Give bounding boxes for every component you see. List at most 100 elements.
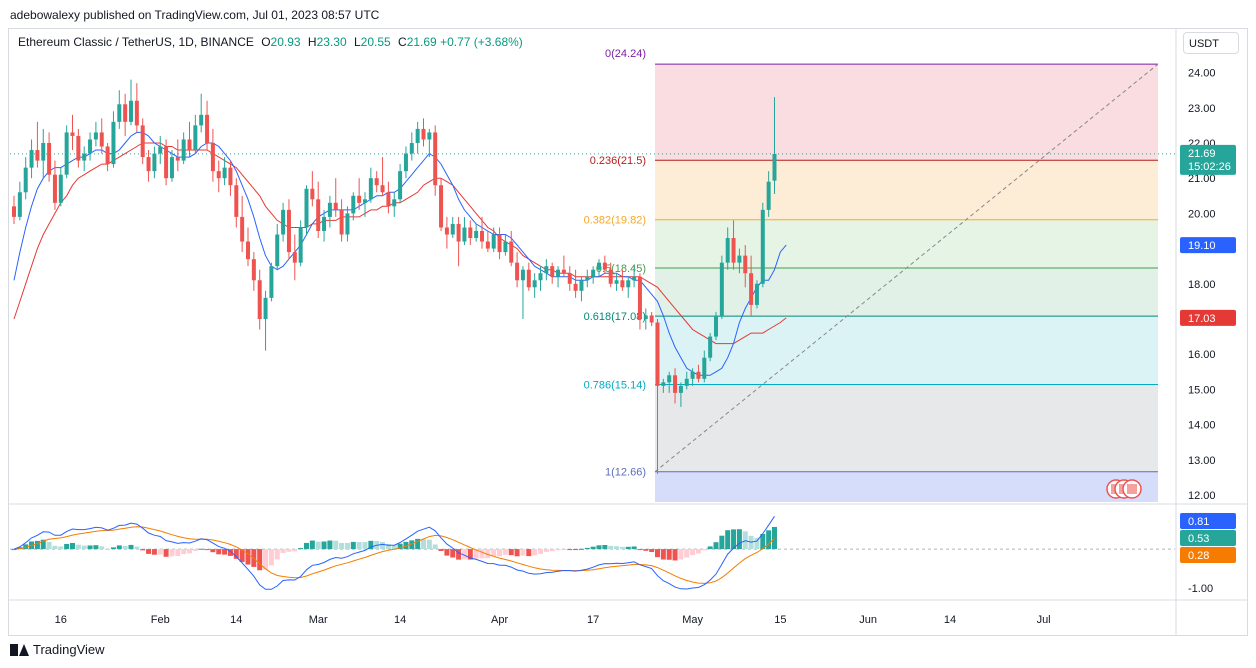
macd-histogram-bar	[596, 545, 602, 550]
candle-body	[678, 385, 683, 393]
candle-body	[485, 241, 490, 249]
candle-body	[263, 297, 268, 319]
fib-zone-4	[655, 316, 1158, 385]
candle-body	[661, 382, 666, 386]
time-tick-label: 16	[55, 614, 67, 626]
candle-body	[146, 157, 151, 172]
candle-body	[538, 273, 543, 281]
macd-histogram-bar	[239, 549, 245, 562]
candle-body	[164, 146, 169, 179]
candle-body	[620, 280, 625, 288]
candle-body	[573, 283, 578, 291]
candle-body	[140, 125, 145, 158]
candle-body	[304, 188, 309, 228]
price-tick-label: 23.00	[1188, 103, 1216, 115]
candle-body	[456, 223, 461, 242]
candle-body	[316, 199, 321, 231]
candle-body	[111, 121, 116, 165]
macd-signal-value-label: 0.28	[1188, 550, 1209, 562]
time-tick-label: Apr	[491, 614, 508, 626]
macd-histogram-bar	[23, 544, 29, 550]
macd-histogram-bar	[128, 544, 134, 550]
macd-histogram-bar	[584, 547, 590, 550]
candle-body	[76, 135, 81, 161]
macd-histogram-bar	[561, 549, 567, 551]
candle-body	[386, 192, 391, 207]
high-label: H	[307, 35, 317, 49]
macd-histogram-bar	[485, 549, 491, 559]
candle-body	[292, 252, 297, 263]
macd-histogram-bar	[233, 549, 239, 559]
candle-body	[409, 142, 414, 154]
candle-body	[123, 104, 128, 122]
candle-body	[673, 375, 678, 393]
macd-histogram-bar	[426, 539, 432, 550]
macd-histogram-bar	[339, 542, 345, 550]
open-label: O	[261, 35, 271, 49]
fib-zone-5	[655, 384, 1158, 472]
macd-histogram-bar	[684, 549, 690, 558]
price-tick-label: 13.00	[1188, 455, 1216, 467]
candle-body	[450, 223, 455, 235]
macd-histogram-bar	[327, 540, 333, 550]
candle-body	[696, 371, 701, 379]
candle-body	[591, 269, 596, 277]
candle-body	[649, 315, 654, 323]
candle-body	[444, 227, 449, 235]
candle-body	[23, 167, 28, 193]
macd-histogram-bar	[473, 549, 479, 559]
macd-histogram-bar	[772, 526, 777, 550]
candle-body	[532, 280, 537, 288]
macd-histogram-bar	[754, 537, 760, 550]
macd-tick-label: -1.00	[1188, 583, 1213, 595]
macd-histogram-bar	[736, 529, 742, 550]
candle-body	[222, 167, 227, 179]
candle-body	[70, 132, 75, 136]
macd-histogram-bar	[257, 549, 263, 571]
fib-trend-line	[654, 63, 1159, 473]
macd-histogram-bar	[742, 531, 748, 550]
macd-histogram-bar	[467, 549, 473, 560]
macd-histogram-bar	[543, 549, 549, 552]
macd-histogram-bar	[397, 543, 403, 550]
candle-body	[333, 202, 338, 210]
candle-body	[731, 238, 736, 263]
macd-histogram-bar	[666, 549, 672, 560]
macd-histogram-bar	[362, 542, 368, 550]
candle-body	[152, 153, 157, 172]
macd-histogram-bar	[526, 549, 532, 557]
macd-histogram-bar	[432, 544, 438, 550]
macd-hist-value-badge	[1180, 530, 1236, 546]
last-price-label-1: 15:02:26	[1188, 161, 1231, 173]
currency-button[interactable]: USDT	[1183, 32, 1239, 54]
candle-body	[415, 128, 420, 143]
fib-level-label-1: 0.236(21.5)	[590, 155, 646, 167]
macd-histogram-bar	[40, 539, 46, 550]
time-tick-label: 17	[587, 614, 599, 626]
event-flag-icon	[1127, 484, 1137, 494]
macd-histogram-bar	[344, 543, 350, 550]
macd-histogram-bar	[140, 549, 146, 551]
candle-body	[719, 262, 724, 316]
macd-histogram-bar	[502, 549, 508, 555]
candle-body	[286, 209, 291, 253]
macd-histogram-bar	[81, 545, 87, 550]
macd-histogram-bar	[11, 549, 17, 551]
macd-histogram-bar	[146, 549, 152, 554]
macd-histogram-bar	[268, 549, 274, 566]
macd-histogram-bar	[766, 530, 772, 550]
macd-histogram-bar	[134, 546, 140, 550]
candle-body	[205, 114, 210, 143]
candle-body	[433, 132, 438, 186]
fib-level-label-0: 0(24.24)	[605, 48, 646, 60]
macd-histogram-bar	[286, 549, 292, 552]
fib-zone-1	[655, 160, 1158, 220]
candle-body	[269, 266, 274, 298]
macd-histogram-bar	[608, 545, 614, 550]
price-tick-label: 18.00	[1188, 279, 1216, 291]
candle-body	[515, 262, 520, 281]
candle-body	[351, 195, 356, 214]
candle-body	[374, 178, 379, 186]
macd-histogram-bar	[590, 546, 596, 550]
